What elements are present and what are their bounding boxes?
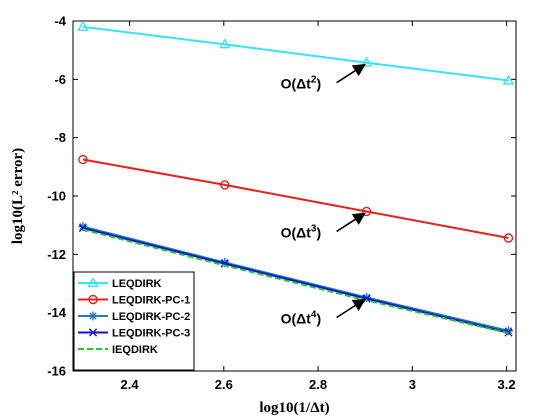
order-annotation: O(Δt2) (281, 63, 366, 92)
series-leqdirk (77, 20, 515, 85)
legend-label: LEQDIRK-PC-3 (112, 328, 190, 340)
axis-ticks: 2.4 2.6 2.8 3 3.2 -4 -6 -8 -10 -12 -14 -16 (47, 14, 516, 392)
data-point (78, 154, 88, 165)
legend-entry: LEQDIRK (78, 277, 162, 290)
legend-box (73, 271, 195, 371)
y-tick-label: -10 (47, 189, 66, 204)
series-ieqdirk (82, 228, 509, 335)
annotation-label: O(Δt3) (281, 223, 322, 240)
y-tick-label: -14 (47, 305, 67, 320)
x-tick-label: 2.6 (215, 377, 233, 392)
legend: LEQDIRK LEQDIRK-PC-1 LEQDIRK-PC-2 LEQDIRK-P… (73, 271, 195, 371)
series-line (82, 158, 509, 239)
data-point (361, 206, 372, 217)
annotation-layer: O(Δt2) O(Δt3) O(Δt4) (281, 63, 366, 327)
annotation-arrow (336, 212, 366, 233)
legend-entry: LEQDIRK-PC-2 (78, 311, 190, 323)
legend-marker-stroke (88, 328, 98, 337)
series-line (82, 225, 509, 332)
legend-label: LEQDIRK-PC-2 (112, 311, 190, 323)
legend-marker (88, 328, 98, 337)
order-annotation: O(Δt4) (281, 298, 366, 327)
legend-entry: LEQDIRK-PC-3 (78, 328, 190, 340)
y-tick-label: -16 (47, 364, 66, 379)
x-tick-label: 3 (409, 377, 416, 392)
legend-label: LEQDIRK-PC-1 (112, 295, 190, 307)
series-layer (77, 20, 515, 337)
legend-marker (88, 311, 98, 321)
series-line (82, 227, 509, 334)
y-tick-label: -6 (54, 72, 66, 87)
series-line (82, 228, 509, 335)
legend-marker (88, 294, 98, 305)
data-point-stroke (78, 223, 87, 233)
series-leqdirk-pc-1 (78, 154, 514, 243)
y-tick-label: -8 (54, 130, 66, 145)
annotation-arrow (336, 298, 366, 319)
legend-label: LEQDIRK (112, 278, 162, 290)
data-point (503, 233, 514, 243)
data-point (219, 38, 231, 49)
legend-label: IEQDIRK (112, 344, 158, 356)
data-point (360, 56, 373, 67)
annotation-label: O(Δt4) (281, 310, 322, 327)
y-axis-label: log10(L² error) (10, 148, 26, 244)
order-annotation: O(Δt3) (281, 212, 366, 240)
x-axis-label: log10(1/Δt) (259, 400, 329, 416)
x-tick-label: 2.4 (121, 377, 140, 392)
data-point-stroke (79, 222, 87, 231)
y-tick-label: -4 (54, 14, 66, 29)
legend-marker-stroke (89, 312, 97, 320)
y-tick-label: -12 (47, 247, 66, 262)
data-point (77, 20, 89, 31)
legend-entry: IEQDIRK (78, 344, 158, 356)
series-line (82, 25, 509, 82)
annotation-arrow (336, 63, 366, 84)
data-point-stroke (220, 259, 229, 268)
annotation-label: O(Δt2) (281, 75, 322, 92)
x-tick-label: 2.8 (309, 377, 327, 392)
data-point (220, 180, 230, 190)
series-leqdirk-pc-2 (78, 222, 513, 336)
data-point (502, 74, 515, 85)
legend-marker (87, 277, 99, 288)
legend-entry: LEQDIRK-PC-1 (78, 295, 190, 307)
x-tick-label: 3.2 (498, 377, 516, 392)
